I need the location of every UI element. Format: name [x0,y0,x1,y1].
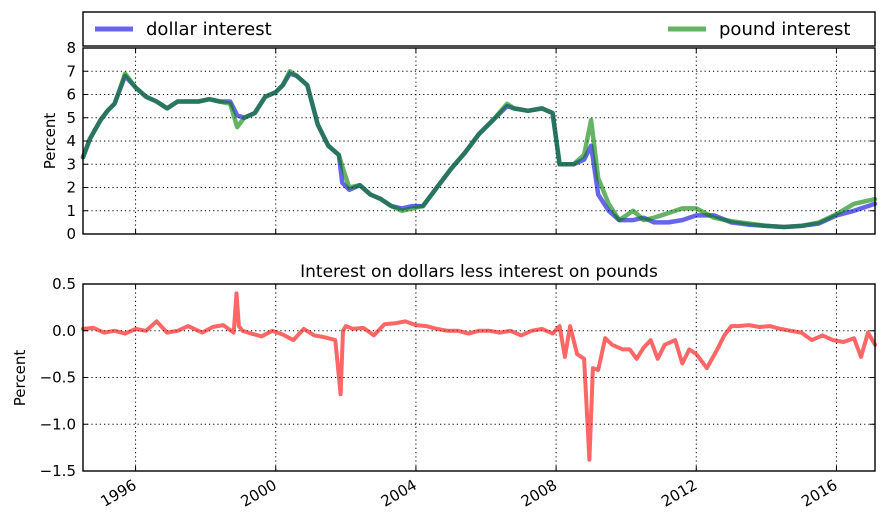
legend-label-pound: pound interest [719,19,850,40]
bottom-chart-title: Interest on dollars less interest on pou… [300,262,658,282]
pound-interest-line [80,69,878,230]
x-tick-label: 2004 [378,476,420,511]
legend-box [82,11,876,47]
top-y-tick-label: 0 [66,225,76,243]
legend: dollar interest pound interest [82,11,876,47]
interest-rates-panel: 0 1 2 3 4 5 6 7 8 Percent [41,39,878,243]
bottom-y-tick-label: −1.5 [40,462,76,480]
top-y-tick-label: 5 [66,109,76,127]
bottom-y-tick-label: −1.0 [40,415,76,433]
legend-label-dollar: dollar interest [146,19,272,40]
top-y-tick-label: 8 [66,39,76,57]
interest-difference-panel: Interest on dollars less interest on pou… [11,262,877,480]
top-y-ticks: 0 1 2 3 4 5 6 7 8 [66,39,875,243]
top-y-tick-label: 7 [66,62,76,80]
x-axis-ticks: 1996 2000 2004 2008 2012 2016 [97,476,840,511]
top-series-lines [80,69,878,230]
bottom-y-ticks: −1.5 −1.0 −0.5 0.0 0.5 [40,275,875,480]
x-tick-label: 2012 [658,476,700,511]
top-gridlines [83,48,875,234]
x-tick-label: 1996 [97,476,139,511]
top-y-tick-label: 2 [66,179,76,197]
x-tick-label: 2016 [798,476,840,511]
dollar-interest-line [80,71,878,230]
top-y-tick-label: 3 [66,155,76,173]
x-tick-label: 2000 [238,476,280,511]
bottom-series-line [81,291,877,462]
bottom-y-tick-label: 0.0 [52,322,76,340]
bottom-y-tick-label: −0.5 [40,369,76,387]
x-tick-label: 2008 [518,476,560,511]
top-y-tick-label: 4 [66,132,76,150]
top-y-tick-label: 6 [66,86,76,104]
top-y-tick-label: 1 [66,202,76,220]
bottom-gridlines [83,284,875,471]
bottom-difference-line [81,291,877,462]
bottom-y-axis-label: Percent [11,350,29,407]
bottom-y-tick-label: 0.5 [52,275,76,293]
top-y-axis-label: Percent [41,113,59,170]
